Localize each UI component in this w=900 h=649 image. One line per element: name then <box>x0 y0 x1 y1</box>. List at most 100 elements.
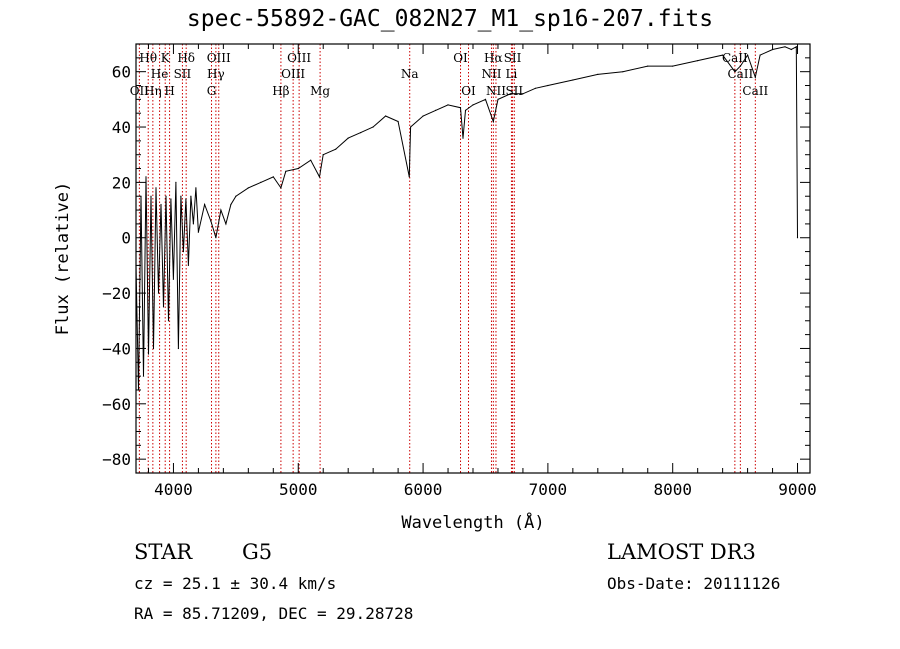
data-point <box>759 54 761 56</box>
line-label-19: NII <box>481 67 501 81</box>
data-point <box>152 347 155 350</box>
data-point <box>772 48 774 51</box>
data-point <box>170 198 172 200</box>
redshift-velocity: cz = 25.1 ± 30.4 km/s <box>134 574 337 593</box>
data-point <box>672 65 674 67</box>
line-label-22: Li <box>506 67 518 81</box>
data-point <box>167 320 170 322</box>
data-point <box>182 251 184 253</box>
data-point <box>197 231 199 233</box>
data-point <box>187 264 189 266</box>
data-point <box>410 126 412 128</box>
data-point <box>459 107 462 109</box>
data-point <box>145 176 147 178</box>
line-label-5: H <box>164 84 174 98</box>
data-point <box>285 170 287 172</box>
line-label-18: Hα <box>484 51 503 65</box>
x-tick-label-1: 5000 <box>279 480 318 499</box>
x-axis-label: Wavelength (Å) <box>401 511 544 533</box>
data-point <box>747 54 749 56</box>
y-tick-label-2: −40 <box>102 339 131 358</box>
line-label-21: SII <box>504 51 522 65</box>
data-point <box>472 104 474 106</box>
data-point <box>572 79 574 81</box>
x-tick-label-3: 7000 <box>529 480 568 499</box>
x-tick-label-5: 9000 <box>778 480 817 499</box>
line-label-17: OI <box>461 84 476 98</box>
series-flux <box>135 45 798 391</box>
line-label-15: Na <box>401 67 419 81</box>
data-point <box>408 176 410 178</box>
data-point <box>597 73 599 75</box>
data-point <box>372 126 374 128</box>
data-point <box>172 278 174 280</box>
data-point <box>739 65 742 67</box>
data-point <box>754 76 756 78</box>
x-tick-label-4: 8000 <box>653 480 692 499</box>
y-tick-label-6: 40 <box>112 118 131 137</box>
plot-frame <box>135 43 811 474</box>
data-point <box>385 115 387 117</box>
y-tick-label-3: −20 <box>102 284 131 303</box>
data-point <box>230 203 232 206</box>
line-label-8: OIII <box>207 51 231 65</box>
line-label-23: SII <box>505 84 523 98</box>
data-point <box>175 181 177 183</box>
data-point <box>464 109 467 111</box>
data-point <box>547 84 549 87</box>
data-point <box>272 176 274 178</box>
y-tick-label-7: 60 <box>112 63 131 82</box>
data-point <box>509 93 511 95</box>
data-point <box>534 87 537 89</box>
data-point <box>722 54 724 56</box>
data-point <box>622 71 624 73</box>
data-point <box>165 195 167 197</box>
data-point <box>142 375 145 377</box>
line-label-3: He <box>151 67 169 81</box>
data-point <box>235 195 237 197</box>
line-label-2: Hη <box>144 84 162 98</box>
line-label-16: OI <box>453 51 468 65</box>
data-point <box>795 46 797 48</box>
data-point <box>790 48 792 51</box>
data-point <box>435 109 437 111</box>
data-point <box>310 159 312 161</box>
data-point <box>215 237 217 239</box>
data-point <box>280 187 282 189</box>
line-label-10: G <box>207 84 217 98</box>
data-point <box>422 115 424 117</box>
line-label-20: NII <box>486 84 506 98</box>
data-point <box>522 93 524 95</box>
data-point <box>462 137 464 139</box>
data-point <box>185 198 187 200</box>
survey-name: LAMOST DR3 <box>607 540 756 564</box>
data-point <box>335 148 337 150</box>
data-point <box>147 353 150 355</box>
spectral-line-markers <box>138 44 756 473</box>
line-label-9: Hγ <box>207 67 225 81</box>
data-point <box>177 347 179 350</box>
y-tick-label-5: 20 <box>112 173 131 192</box>
data-point <box>220 209 222 211</box>
data-point <box>195 187 197 189</box>
data-point <box>647 65 649 67</box>
observation-date: Obs-Date: 20111126 <box>607 574 781 593</box>
data-point <box>247 187 249 189</box>
line-label-6: Hδ <box>177 51 195 65</box>
y-axis-label: Flux (relative) <box>53 182 73 336</box>
data-point <box>347 137 349 139</box>
line-label-4: K <box>161 51 171 65</box>
data-point <box>160 203 162 206</box>
y-tick-label-4: 0 <box>121 229 131 248</box>
data-point <box>162 306 165 308</box>
data-point <box>360 132 362 134</box>
line-label-26: CaII <box>742 84 768 98</box>
line-label-25: CaII <box>727 67 753 81</box>
data-point <box>157 292 160 294</box>
data-point <box>318 176 321 178</box>
data-point <box>297 167 299 170</box>
y-tick-label-1: −60 <box>102 395 131 414</box>
x-tick-label-0: 4000 <box>154 480 193 499</box>
